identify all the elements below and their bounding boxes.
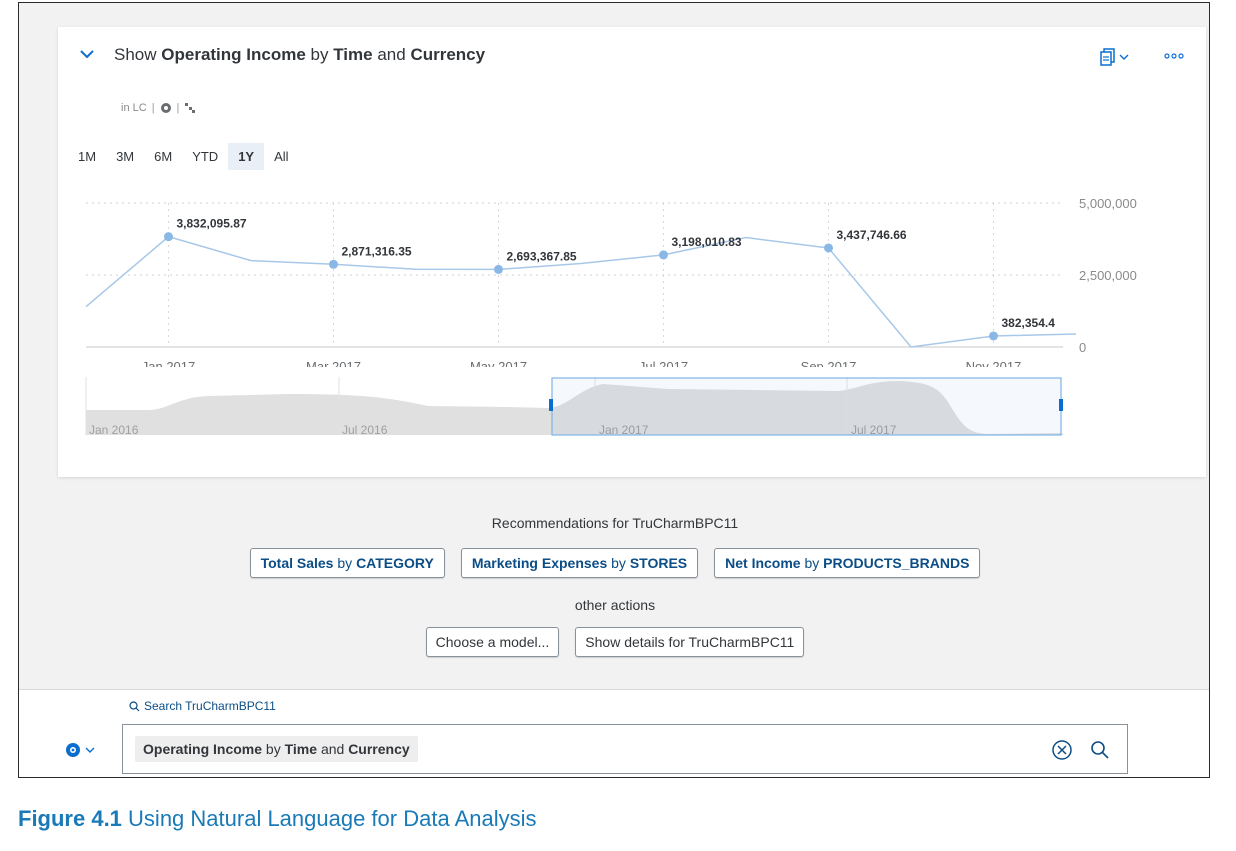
currency-label: in LC <box>121 102 147 114</box>
time-range-selector: 1M 3M 6M YTD 1Y All <box>68 143 299 170</box>
chart-title: Show Operating Income by Time and Curren… <box>114 45 485 65</box>
recommendation-measure: Marketing Expenses <box>471 555 608 571</box>
query-by: by <box>265 741 281 757</box>
recommendation-by: by <box>333 555 357 571</box>
model-selector-icon <box>66 743 80 757</box>
recommendation-measure: Net Income <box>725 555 801 571</box>
navigator-label: Jul 2017 <box>851 423 897 437</box>
recommendations-title: Recommendations for TruCharmBPC11 <box>491 515 739 531</box>
data-point[interactable] <box>824 243 833 253</box>
range-button-1m[interactable]: 1M <box>78 149 97 164</box>
title-dim2: Currency <box>410 45 486 64</box>
data-point[interactable] <box>989 331 998 341</box>
search-bar-area: Search TruCharmBPC11 Operating Income by… <box>19 689 1209 777</box>
recommendation-measure: Total Sales <box>260 555 334 571</box>
range-button-6m[interactable]: 6M <box>154 149 173 164</box>
caption-label: Figure 4.1 <box>18 806 122 831</box>
title-measure: Operating Income <box>161 45 306 64</box>
title-prefix: Show <box>114 45 157 64</box>
model-selector[interactable] <box>65 742 96 758</box>
recommendation-button[interactable]: Marketing Expenses by STORES <box>460 548 699 578</box>
data-label: 2,693,367.85 <box>507 249 577 263</box>
navigator-handle-left[interactable] <box>549 399 553 411</box>
chevron-down-icon <box>85 747 95 753</box>
series-line <box>85 235 1077 348</box>
navigator-label: Jan 2017 <box>599 423 649 437</box>
data-point[interactable] <box>494 264 503 274</box>
y-tick-label: 2,500,000 <box>1079 268 1137 283</box>
data-label: 2,871,316.35 <box>342 244 412 258</box>
range-button-all[interactable]: All <box>274 149 289 164</box>
title-and: and <box>377 45 406 64</box>
figure-caption: Figure 4.1 Using Natural Language for Da… <box>18 806 537 832</box>
app-frame: Show Operating Income by Time and Curren… <box>18 2 1210 778</box>
card-header: Show Operating Income by Time and Curren… <box>58 27 1206 85</box>
query-and: and <box>320 741 345 757</box>
data-point[interactable] <box>164 232 173 242</box>
other-actions-list: Choose a model... Show details for TruCha… <box>19 627 1209 657</box>
query-dim1: Time <box>284 741 318 757</box>
navigator-label: Jul 2016 <box>342 423 388 437</box>
navigator-selection[interactable] <box>551 377 1062 436</box>
line-chart: 3,832,095.87 2,871,316.35 2,693,367.85 3,19… <box>85 196 1137 367</box>
x-tick-label: Jul 2017 <box>639 359 688 367</box>
y-tick-label: 5,000,000 <box>1079 196 1137 211</box>
data-label: 3,198,010.83 <box>672 235 742 249</box>
recommendation-button[interactable]: Total Sales by CATEGORY <box>249 548 445 578</box>
x-tick-label: Nov 2017 <box>966 359 1022 367</box>
query-measure: Operating Income <box>143 741 263 757</box>
range-button-ytd[interactable]: YTD <box>192 149 219 164</box>
recommendation-list: Total Sales by CATEGORY Marketing Expense… <box>19 548 1209 578</box>
data-label: 382,354.4 <box>1002 316 1056 330</box>
data-label: 3,437,746.66 <box>837 228 907 242</box>
recommendation-by: by <box>607 555 630 571</box>
x-tick-label: May 2017 <box>470 359 527 367</box>
chart-subtitle: in LC | | <box>121 102 196 114</box>
query-dim2: Currency <box>348 741 410 757</box>
search-hint-icon <box>129 700 140 711</box>
search-icon[interactable] <box>1089 739 1111 761</box>
collapse-chevron-icon[interactable] <box>78 45 96 63</box>
x-tick-label: Mar 2017 <box>306 359 361 367</box>
other-actions-title: other actions <box>574 597 656 613</box>
search-hint[interactable]: Search TruCharmBPC11 <box>129 699 276 713</box>
range-navigator[interactable]: Jan 2016 Jul 2016 Jan 2017 Jul 2017 <box>58 367 1206 447</box>
recommendation-by: by <box>800 555 824 571</box>
range-button-3m[interactable]: 3M <box>116 149 135 164</box>
search-hint-text: Search TruCharmBPC11 <box>144 699 276 713</box>
title-dim1: Time <box>333 45 373 64</box>
chart-card: Show Operating Income by Time and Curren… <box>58 27 1206 477</box>
recommendations-panel: Recommendations for TruCharmBPC11 Total … <box>19 477 1209 687</box>
x-tick-label: Sep 2017 <box>801 359 857 367</box>
copy-icon[interactable] <box>1099 46 1133 66</box>
recommendation-dimension: STORES <box>629 555 688 571</box>
model-icon <box>160 103 171 113</box>
caption-text: Using Natural Language for Data Analysis <box>128 806 537 831</box>
navigator-handle-right[interactable] <box>1059 399 1063 411</box>
other-action-button[interactable]: Show details for TruCharmBPC11 <box>575 627 805 657</box>
navigator-label: Jan 2016 <box>89 423 139 437</box>
more-options-icon[interactable] <box>1163 45 1185 65</box>
navigator-area <box>86 381 1063 435</box>
recommendation-button[interactable]: Net Income by PRODUCTS_BRANDS <box>714 548 981 578</box>
title-by: by <box>310 45 329 64</box>
search-input[interactable]: Operating Income by Time and Currency <box>122 724 1128 774</box>
hierarchy-icon <box>185 103 196 113</box>
range-button-1y[interactable]: 1Y <box>228 143 265 170</box>
recommendation-dimension: PRODUCTS_BRANDS <box>823 555 970 571</box>
recommendation-dimension: CATEGORY <box>356 555 434 571</box>
y-tick-label: 0 <box>1079 340 1086 355</box>
clear-icon[interactable] <box>1050 738 1074 762</box>
data-point[interactable] <box>659 250 668 260</box>
query-chip[interactable]: Operating Income by Time and Currency <box>135 736 418 762</box>
x-tick-label: Jan 2017 <box>142 359 196 367</box>
data-point[interactable] <box>329 259 338 269</box>
other-action-button[interactable]: Choose a model... <box>425 627 560 657</box>
data-label: 3,832,095.87 <box>177 217 247 231</box>
